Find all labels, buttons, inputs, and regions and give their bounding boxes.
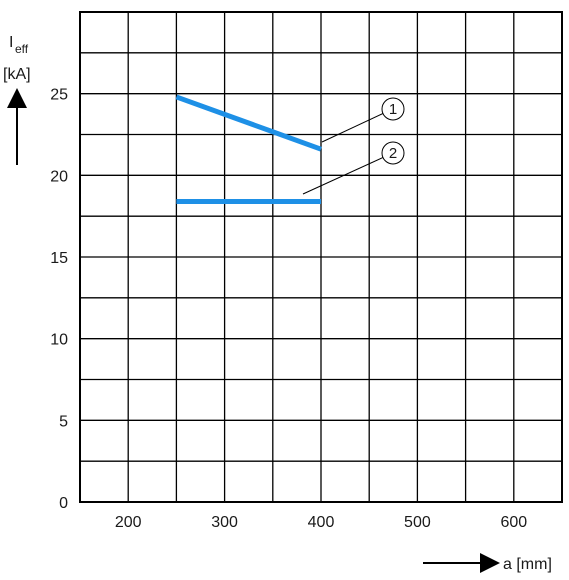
plot-frame: [79, 11, 563, 503]
x-tick-label: 500: [404, 514, 431, 531]
callout-2-circle: [381, 141, 405, 165]
y-tick-label: 25: [50, 87, 68, 104]
callout-1: 1: [321, 97, 405, 143]
x-tick-label: 600: [500, 514, 527, 531]
callout-1-number: 1: [389, 101, 397, 118]
x-tick-label: 400: [308, 514, 335, 531]
x-tick-label: 300: [211, 514, 238, 531]
callout-2-leader: [302, 156, 385, 195]
series-1-line: [175, 94, 322, 152]
tick-labels: 200 300 400 500 600 0 5 10 15 20 25: [50, 87, 527, 531]
y-tick-label: 20: [50, 168, 68, 185]
y-tick-label: 10: [50, 332, 68, 349]
x-axis-label: a [mm]: [503, 556, 552, 573]
callout-2-number: 2: [389, 145, 397, 162]
callout-1-leader: [321, 112, 385, 143]
callout-2: 2: [302, 141, 405, 195]
series-layer: [175, 94, 322, 204]
y-tick-label: 15: [50, 250, 68, 267]
y-axis-label-sub: eff: [15, 42, 29, 56]
callout-1-circle: [381, 97, 405, 121]
grid: [80, 12, 562, 502]
y-tick-label: 0: [59, 495, 68, 512]
x-tick-label: 200: [115, 514, 142, 531]
y-axis-label-main: I: [9, 34, 13, 51]
y-tick-label: 5: [59, 413, 68, 430]
y-axis-unit: [kA]: [3, 66, 31, 83]
